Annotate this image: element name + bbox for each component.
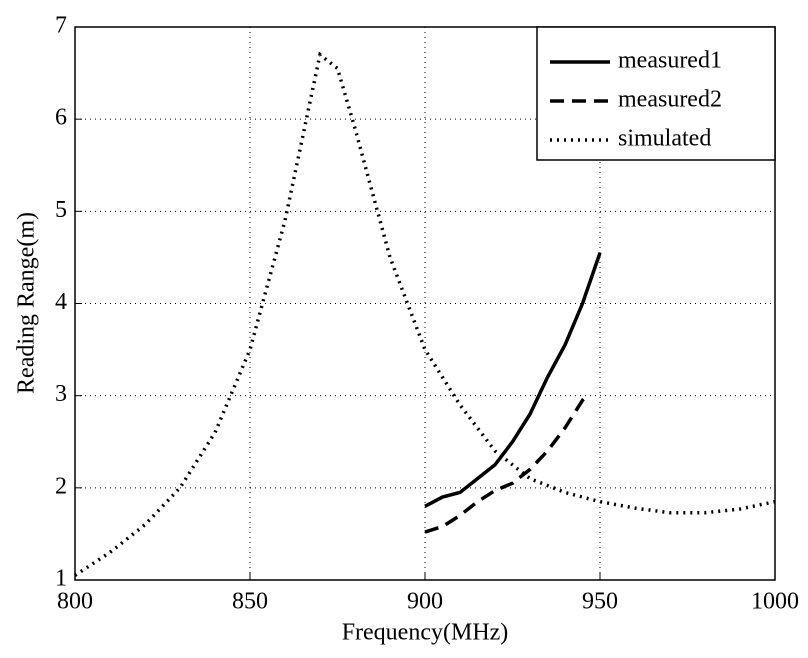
x-tick-label: 800 bbox=[57, 589, 93, 615]
plot-frame bbox=[74, 26, 776, 581]
y-tick-label: 3 bbox=[55, 381, 67, 407]
legend-label: measured2 bbox=[618, 87, 722, 113]
y-axis-label: Reading Range(m) bbox=[14, 212, 40, 394]
x-tick-label: 900 bbox=[407, 589, 443, 615]
series-line bbox=[424, 252, 602, 508]
y-tick-label: 7 bbox=[55, 13, 67, 39]
legend-box bbox=[536, 26, 776, 161]
y-tick-label: 4 bbox=[55, 289, 67, 315]
x-tick-label: 850 bbox=[232, 589, 268, 615]
y-tick-label: 2 bbox=[55, 473, 67, 499]
y-tick-label: 5 bbox=[55, 197, 67, 223]
y-tick-label: 1 bbox=[55, 566, 67, 592]
x-tick-label: 1000 bbox=[751, 589, 799, 615]
y-tick-label: 6 bbox=[55, 105, 67, 131]
x-axis-label: Frequency(MHz) bbox=[342, 620, 509, 646]
legend-label: measured1 bbox=[618, 48, 722, 74]
series-line bbox=[424, 392, 591, 534]
x-tick-label: 950 bbox=[582, 589, 618, 615]
legend-label: simulated bbox=[618, 126, 711, 152]
